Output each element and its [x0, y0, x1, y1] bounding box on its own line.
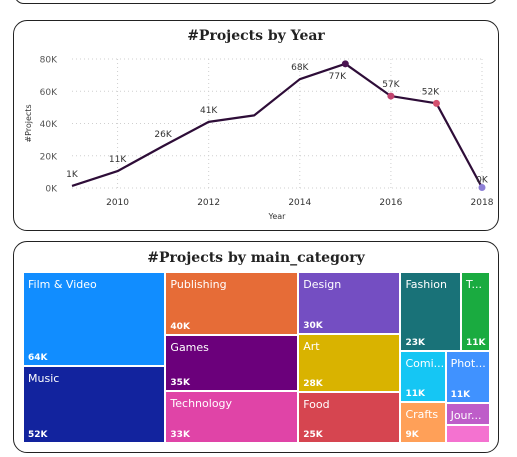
treemap-cell-food[interactable]: Food 25K — [298, 392, 401, 443]
data-label-2016: 57K — [382, 80, 400, 90]
projects-by-year-card[interactable]: #Projects by Year 0K 20K 40K 60K 80K 2010 2012… — [13, 20, 499, 231]
treemap-cell-label: Jour... — [450, 408, 482, 422]
projects-by-category-card[interactable]: #Projects by main_category Film & Video 6… — [13, 241, 499, 453]
y-axis-label: #Projects — [24, 104, 33, 142]
treemap-cell-label: Food — [303, 398, 330, 412]
y-tick-label: 40K — [40, 120, 58, 130]
treemap-cell-publishing[interactable]: Publishing 40K — [165, 272, 299, 336]
data-label-2017: 52K — [422, 87, 440, 97]
series-line[interactable] — [71, 62, 483, 189]
treemap-cell-value: 9K — [405, 429, 419, 440]
treemap-cell-music[interactable]: Music 52K — [23, 366, 166, 443]
treemap-cell-design[interactable]: Design 30K — [298, 272, 401, 335]
treemap-cell-value: 40K — [170, 322, 190, 333]
data-label-2009: 1K — [66, 170, 79, 180]
data-point-2017[interactable] — [432, 99, 440, 107]
treemap-cell-label: Crafts — [405, 407, 439, 421]
treemap-cell-label: Music — [28, 372, 60, 386]
treemap-title: #Projects by main_category — [147, 250, 365, 266]
treemap-cell-label: Publishing — [170, 278, 227, 291]
treemap-cell-value: 33K — [170, 429, 190, 440]
treemap-cell-label: Art — [303, 340, 320, 354]
treemap-cell-other[interactable] — [445, 424, 490, 443]
y-tick-label: 0K — [45, 185, 58, 195]
treemap-cell-games[interactable]: Games 35K — [165, 335, 299, 392]
line-chart-title: #Projects by Year — [187, 28, 325, 44]
treemap-cell-label: Fashion — [405, 278, 447, 291]
data-point-2015[interactable] — [341, 60, 349, 68]
treemap-cell-value: 30K — [303, 321, 323, 332]
treemap-cell-label: Games — [170, 341, 209, 355]
treemap-cell-value: 11K — [466, 338, 486, 349]
treemap-cell-value: 23K — [405, 338, 425, 349]
treemap-cell-art[interactable]: Art 28K — [298, 334, 401, 393]
data-point-2018[interactable] — [478, 184, 486, 192]
treemap-cell-t[interactable]: T... 11K — [461, 272, 490, 352]
x-tick-label: 2018 — [471, 198, 494, 208]
treemap-cell-label: Comi... — [405, 357, 445, 371]
treemap-cell-label: Film & Video — [28, 278, 97, 291]
category-treemap[interactable]: Film & Video 64K Music 52K Publishing 40K Game… — [23, 272, 490, 443]
treemap-cell-label: Technology — [170, 397, 233, 411]
data-label-2015: 77K — [329, 72, 347, 82]
treemap-cell-value: 28K — [303, 379, 323, 390]
data-label-2012: 41K — [200, 106, 218, 116]
treemap-cell-crafts[interactable]: Crafts 9K — [400, 401, 446, 443]
x-tick-label: 2010 — [106, 198, 129, 208]
data-point-2016[interactable] — [387, 92, 395, 100]
x-axis-label: Year — [268, 212, 287, 221]
treemap-cell-label: Design — [303, 278, 342, 291]
treemap-cell-value: 11K — [450, 389, 471, 400]
previous-visual-card — [14, 0, 498, 4]
y-tick-label: 60K — [40, 88, 58, 98]
data-label-2018: 0K — [476, 176, 489, 186]
treemap-cell-value: 25K — [303, 429, 323, 440]
treemap-cell-value: 52K — [28, 429, 48, 440]
treemap-cell-label: Phot... — [450, 357, 486, 371]
data-label-2011: 26K — [154, 130, 172, 140]
data-label-2014: 68K — [291, 63, 309, 73]
projects-by-year-line-chart[interactable]: 0K 20K 40K 60K 80K 2010 2012 2014 2016 2018 Year #P… — [14, 21, 500, 232]
treemap-cell-technology[interactable]: Technology 33K — [165, 391, 299, 443]
x-tick-label: 2016 — [379, 198, 402, 208]
data-label-2010: 11K — [109, 155, 127, 165]
treemap-cell-film-video[interactable]: Film & Video 64K — [23, 272, 166, 367]
treemap-cell-phot[interactable]: Phot... 11K — [445, 351, 490, 403]
x-tick-label: 2014 — [288, 198, 311, 208]
treemap-cell-fashion[interactable]: Fashion 23K — [400, 272, 462, 352]
treemap-cell-comi[interactable]: Comi... 11K — [400, 351, 446, 402]
treemap-cell-value: 11K — [405, 388, 425, 399]
y-tick-label: 80K — [40, 56, 58, 66]
treemap-cell-jour[interactable]: Jour... — [445, 402, 490, 425]
treemap-cell-label: T... — [466, 278, 482, 291]
treemap-cell-value: 64K — [28, 353, 48, 364]
y-tick-label: 20K — [40, 152, 58, 162]
treemap-cell-value: 35K — [170, 378, 190, 389]
x-tick-label: 2012 — [197, 198, 220, 208]
